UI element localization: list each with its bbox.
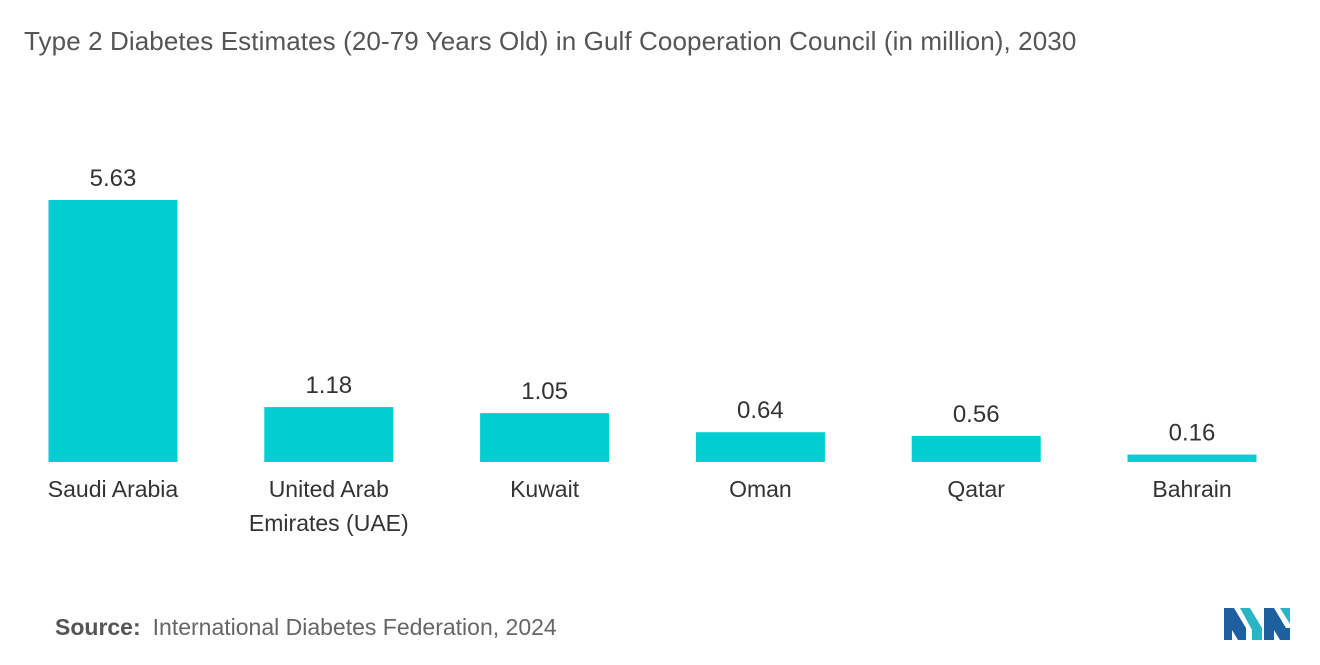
bar (48, 200, 178, 462)
x-tick-label: United Arab (269, 476, 389, 502)
bar (695, 432, 825, 462)
x-tick-label: Oman (729, 476, 792, 502)
source-text: International Diabetes Federation, 2024 (152, 614, 557, 640)
value-labels-layer: 5.63 1.18 1.05 0.64 0.56 0.16 (90, 165, 1216, 447)
x-tick-label: Kuwait (510, 476, 580, 502)
x-tick-label: Saudi Arabia (48, 476, 179, 502)
data-label: 0.56 (953, 401, 1000, 428)
source-note: Source: International Diabetes Federation… (55, 614, 557, 641)
data-label: 5.63 (90, 165, 137, 192)
x-tick-label: Bahrain (1152, 476, 1231, 502)
bar (1127, 454, 1257, 462)
mordor-intelligence-logo-icon (1224, 608, 1290, 640)
source-label: Source: (55, 614, 141, 640)
bars-layer (48, 200, 1257, 462)
data-label: 0.64 (737, 397, 784, 424)
bar (911, 435, 1041, 462)
logo-shape-right-top (1280, 608, 1290, 624)
chart-title: Type 2 Diabetes Estimates (20-79 Years O… (24, 26, 1077, 56)
data-label: 1.05 (521, 378, 568, 405)
bar (480, 413, 610, 462)
bar-chart: 5.63 1.18 1.05 0.64 0.56 0.16 Saudi Arabia Uni… (48, 165, 1257, 536)
data-label: 0.16 (1169, 420, 1216, 447)
x-tick-label: Emirates (UAE) (249, 510, 409, 536)
category-axis: Saudi Arabia United Arab Emirates (UAE) Kuw… (48, 476, 1232, 536)
logo-shape-middle (1240, 608, 1262, 640)
x-tick-label: Qatar (947, 476, 1005, 502)
logo-shape-right (1264, 608, 1290, 640)
logo-shape-left (1224, 608, 1246, 640)
data-label: 1.18 (305, 372, 352, 399)
bar (264, 407, 394, 462)
